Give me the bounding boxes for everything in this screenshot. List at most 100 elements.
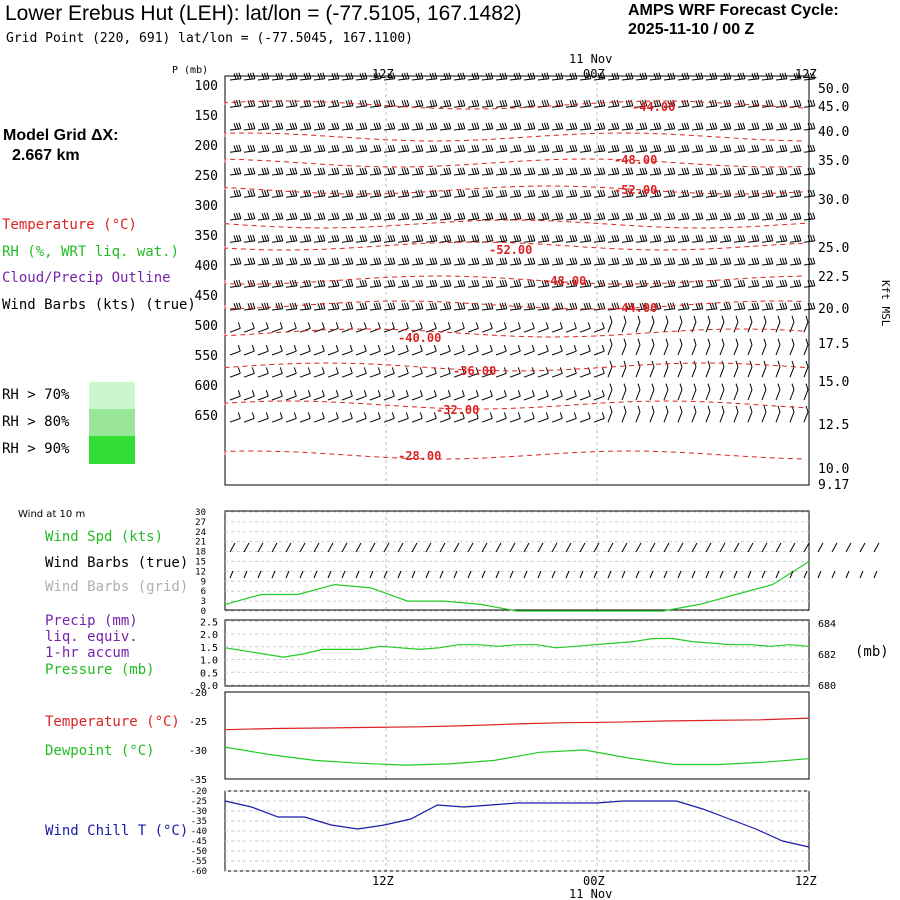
wind-barb xyxy=(593,279,606,288)
wind-barb xyxy=(789,144,802,153)
wind-barb xyxy=(593,144,606,153)
wind-barb xyxy=(299,322,311,333)
wind-barb xyxy=(285,390,297,401)
wind-barb xyxy=(761,144,774,153)
wind-barb xyxy=(327,367,339,378)
surface-wind-barb xyxy=(677,542,684,579)
wind-barb xyxy=(691,360,697,378)
wind-barb xyxy=(523,167,536,176)
wind-barb xyxy=(369,322,381,333)
wind-barb xyxy=(397,99,410,108)
height-tick-label: 22.5 xyxy=(818,270,849,285)
height-tick-label: 17.5 xyxy=(818,337,849,352)
wind-barb xyxy=(313,72,326,81)
wind-barb xyxy=(467,167,480,176)
wind-barb xyxy=(383,345,395,356)
surface-wind-barb xyxy=(285,542,292,579)
wind-barb xyxy=(803,302,816,311)
wind-barb xyxy=(593,367,605,378)
wind-barb xyxy=(733,405,739,423)
wind-barb xyxy=(663,167,676,176)
wind-barb xyxy=(691,279,704,288)
wind-barb xyxy=(663,257,676,266)
wind-barb xyxy=(593,345,605,356)
temperature-contour xyxy=(224,100,806,110)
wind-barb xyxy=(299,279,312,288)
wind-barb xyxy=(677,279,690,288)
pressure-tick-label: 200 xyxy=(195,139,218,154)
wind-barb xyxy=(243,412,255,423)
wind-barb xyxy=(383,122,396,131)
wind-barb xyxy=(397,412,409,423)
wind-barb xyxy=(453,390,465,401)
wind-barb xyxy=(635,167,648,176)
wind-barb xyxy=(523,367,535,378)
wind-barb xyxy=(243,367,255,378)
wind-barb xyxy=(551,412,563,423)
wind-barb xyxy=(243,390,255,401)
wind-barb xyxy=(271,167,284,176)
wind-barb xyxy=(705,302,718,311)
wind-barb xyxy=(747,234,760,243)
wind-tick-label: 0 xyxy=(201,607,206,617)
wind-barb xyxy=(733,144,746,153)
wind-barb xyxy=(495,302,508,311)
surface-wind-barb xyxy=(733,542,740,579)
wind-barb xyxy=(341,367,353,378)
wind-barb xyxy=(285,322,297,333)
wind-barb xyxy=(705,257,718,266)
wind-barb xyxy=(747,360,753,378)
wind-barb xyxy=(313,390,325,401)
wind-barb xyxy=(327,212,340,221)
wind-barb xyxy=(425,234,438,243)
wind-barb xyxy=(621,315,627,333)
wind-barb xyxy=(565,189,578,198)
wind-barb xyxy=(565,167,578,176)
wind-barb xyxy=(313,189,326,198)
wind-barb xyxy=(565,345,577,356)
pressure-tick-label: 400 xyxy=(195,259,218,274)
wind-barb xyxy=(299,189,312,198)
wind-barb xyxy=(551,189,564,198)
wind-barb xyxy=(411,367,423,378)
wind-barb xyxy=(411,302,424,311)
wind-barb xyxy=(551,367,563,378)
height-tick-label: 30.0 xyxy=(818,193,849,208)
wind-barb xyxy=(439,412,451,423)
wind-barb xyxy=(425,167,438,176)
wind-barb xyxy=(355,122,368,131)
wind-barb xyxy=(551,144,564,153)
wind-barb xyxy=(509,212,522,221)
wind-barb xyxy=(495,189,508,198)
label-wind-barbs-grid: Wind Barbs (grid) xyxy=(45,579,189,595)
wind-barb xyxy=(775,72,788,81)
wind-barb xyxy=(285,212,298,221)
surface-wind-barb xyxy=(705,542,712,579)
wind-barb xyxy=(355,345,367,356)
wind-barb xyxy=(285,167,298,176)
surface-wind-barb xyxy=(761,542,768,579)
surface-wind-barb xyxy=(439,542,446,579)
wind-barb xyxy=(341,345,353,356)
wind-barb xyxy=(425,122,438,131)
wind-barb xyxy=(341,167,354,176)
wind-barb xyxy=(649,189,662,198)
wind-barb xyxy=(621,72,634,81)
wind-barb xyxy=(229,189,242,198)
wind-barb xyxy=(495,257,508,266)
wind-barb xyxy=(635,72,648,81)
wind-barb xyxy=(677,257,690,266)
wind-barb xyxy=(425,72,438,81)
wind-barb xyxy=(537,212,550,221)
model-grid-label: Model Grid ΔX: xyxy=(3,127,119,144)
wind-barb xyxy=(579,279,592,288)
wind-barb xyxy=(747,383,753,401)
windchill-tick-label: -55 xyxy=(191,857,207,867)
wind-barb xyxy=(453,322,465,333)
contour-label: -44.00 xyxy=(632,100,675,114)
wind-barb xyxy=(747,99,760,108)
wind-barb xyxy=(551,122,564,131)
wind-barb xyxy=(607,234,620,243)
wind-barb xyxy=(509,322,521,333)
wind-barb xyxy=(481,257,494,266)
